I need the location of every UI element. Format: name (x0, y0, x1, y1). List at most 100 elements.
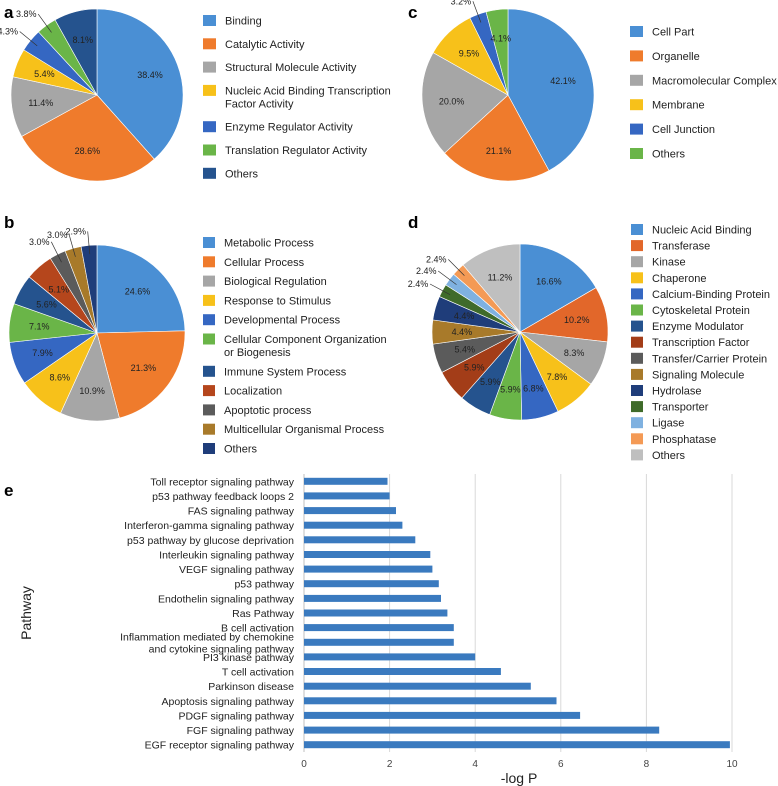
legend-label-b-0: Metabolic Process (224, 238, 314, 250)
legend-label-a-5: Translation Regulator Activity (225, 145, 368, 157)
category-label-6: VEGF signaling pathway (179, 564, 295, 576)
pie-value-label-a-4: 4.3% (0, 27, 18, 37)
bar-11 (304, 638, 454, 646)
bar-18 (304, 741, 730, 749)
pie-value-label-d-10: 4.4% (454, 311, 475, 321)
pie-value-label-b-0: 24.6% (125, 286, 151, 296)
category-label-12: PI3 kinase pathway (203, 652, 295, 664)
bar-1 (304, 492, 390, 500)
pie-value-label-b-6: 5.6% (36, 299, 57, 309)
legend-label-d-10: Hydrolase (652, 386, 702, 398)
legend-swatch-d-14 (631, 449, 643, 461)
pie-value-label-d-3: 7.8% (547, 372, 568, 382)
legend-swatch-d-6 (631, 320, 643, 332)
legend-swatch-a-6 (203, 167, 216, 179)
legend-swatch-d-5 (631, 304, 643, 316)
legend-label-c-0: Cell Part (652, 27, 694, 39)
legend-label-a-4: Enzyme Regulator Activity (225, 122, 353, 134)
legend-label-a-6: Others (225, 168, 259, 180)
legend-label-b-3: Response to Stimulus (224, 295, 331, 307)
pie-value-label-a-0: 38.4% (137, 70, 163, 80)
pie-value-label-d-14: 11.2% (488, 273, 513, 283)
category-label-8: Endothelin signaling pathway (158, 593, 295, 605)
pie-value-label-c-3: 9.5% (459, 49, 480, 59)
legend-label-d-3: Chaperone (652, 273, 706, 285)
bar-6 (304, 565, 433, 573)
pie-value-label-d-7: 5.9% (464, 363, 485, 373)
pie-value-label-b-7: 5.1% (48, 284, 69, 294)
legend-molecular-function: Binding Catalytic Activity Structural Mole… (203, 15, 391, 180)
pie-leader-d-12 (437, 270, 457, 285)
pie-chart-cellular-component: 42.1% 21.1% 20.0% 9.5% 3.2% 4.1% (421, 0, 595, 182)
pie-value-label-a-6: 8.1% (72, 35, 93, 45)
legend-label-d-8: Transfer/Carrier Protein (652, 353, 767, 365)
legend-label-d-5: Cytoskeletal Protein (652, 305, 750, 317)
legend-label-a-2: Structural Molecule Activity (225, 62, 357, 74)
category-label-17: FGF signaling pathway (187, 725, 295, 737)
bar-14 (304, 682, 531, 690)
category-label-15: Apoptosis signaling pathway (161, 696, 294, 708)
category-label-0: Toll receptor signaling pathway (150, 476, 294, 488)
legend-swatch-b-10 (203, 443, 215, 454)
bar-5 (304, 551, 431, 558)
bar-8 (304, 594, 441, 602)
pie-value-label-d-6: 5.9% (480, 377, 501, 387)
legend-swatch-d-1 (631, 240, 643, 252)
pie-value-label-d-9: 4.4% (452, 327, 473, 337)
x-tick-label-10: 10 (726, 759, 738, 770)
pie-value-label-d-2: 8.3% (564, 348, 585, 358)
legend-swatch-d-12 (631, 417, 643, 429)
legend-swatch-b-4 (203, 314, 215, 326)
pie-leader-c-4 (472, 1, 482, 23)
pie-slice-d-0 (519, 243, 597, 333)
legend-swatch-b-3 (203, 294, 215, 306)
legend-swatch-a-2 (203, 61, 216, 73)
pie-slice-c-1 (444, 94, 550, 182)
x-tick-label-8: 8 (644, 759, 650, 770)
legend-swatch-c-4 (630, 123, 643, 135)
pie-value-label-c-0: 42.1% (550, 76, 576, 86)
legend-swatch-b-7 (203, 385, 215, 397)
category-label-4: p53 pathway by glucose deprivation (127, 535, 294, 547)
legend-swatch-b-0 (203, 237, 215, 248)
bar-12 (304, 653, 476, 661)
pie-value-label-a-5: 3.8% (16, 9, 37, 19)
pie-slice-c-2 (421, 52, 509, 154)
pie-leader-d-11 (429, 283, 451, 296)
legend-swatch-c-1 (630, 50, 643, 62)
legend-label-b-1: Cellular Process (224, 257, 305, 269)
pie-chart-protein-class: 16.6%10.2%8.3%7.8%6.8%5.9%5.9%5.9%5.4%4.… (408, 243, 609, 421)
legend-label-a-1: Catalytic Activity (225, 39, 305, 51)
legend-label-d-11: Transporter (652, 402, 709, 414)
x-tick-label-4: 4 (472, 759, 478, 770)
category-label-18: EGF receptor signaling pathway (145, 740, 295, 752)
legend-label-b-10: Others (224, 444, 258, 456)
legend-label-b-4: Developmental Process (224, 315, 341, 327)
panel-letter-b: b (4, 213, 14, 232)
pie-slice-d-14 (462, 243, 521, 333)
category-label-5: Interleukin signaling pathway (159, 550, 295, 562)
legend-swatch-b-9 (203, 423, 215, 435)
legend-swatch-c-2 (630, 74, 643, 86)
bar-2 (304, 507, 396, 515)
legend-label-b-5: or Biogenesis (224, 347, 291, 359)
pie-value-label-d-8: 5.4% (454, 345, 475, 355)
legend-label-d-9: Signaling Molecule (652, 369, 744, 381)
panel-letter-a: a (4, 3, 14, 22)
legend-swatch-d-3 (631, 272, 643, 284)
legend-label-c-1: Organelle (652, 51, 700, 63)
legend-swatch-a-4 (203, 121, 216, 133)
legend-label-b-2: Biological Regulation (224, 276, 327, 288)
legend-label-b-7: Localization (224, 386, 282, 398)
legend-label-a-3: Factor Activity (225, 98, 294, 110)
legend-swatch-d-9 (631, 368, 643, 380)
pie-value-label-d-0: 16.6% (536, 277, 562, 287)
category-label-11: Inflammation mediated by chemokine (120, 631, 294, 643)
pie-value-label-b-9: 3.0% (47, 230, 68, 240)
legend-swatch-c-0 (630, 26, 643, 37)
pie-value-label-d-11: 2.4% (408, 279, 429, 289)
x-axis-title: -log P (501, 770, 538, 786)
pie-leader-a-4 (19, 31, 38, 47)
legend-swatch-d-4 (631, 288, 643, 300)
